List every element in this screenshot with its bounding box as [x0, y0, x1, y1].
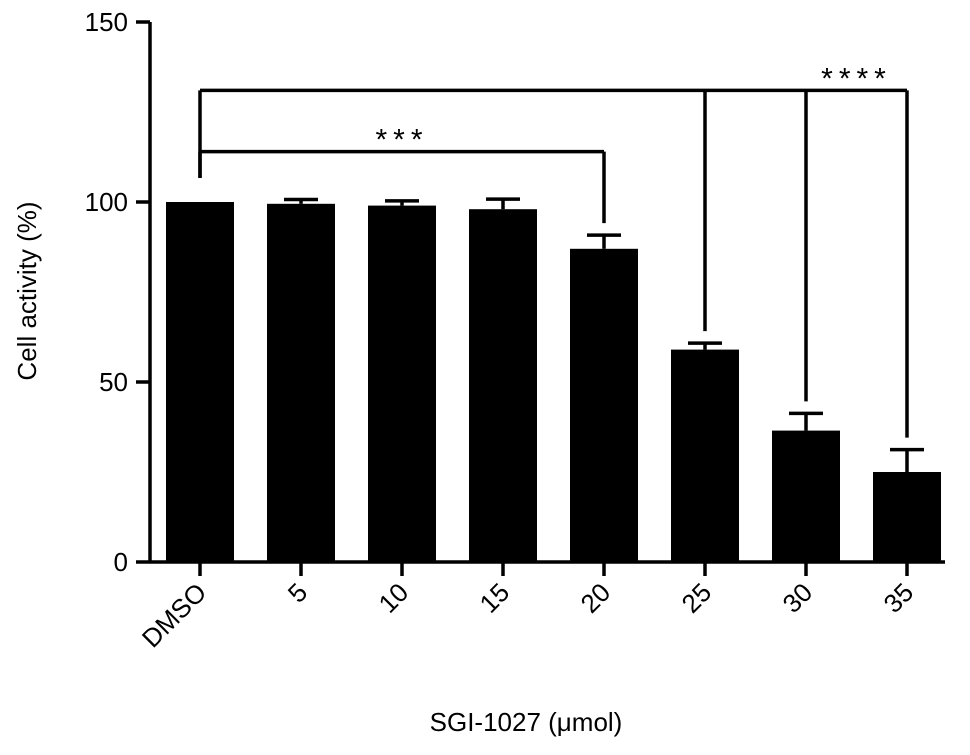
y-tick-label: 50 [99, 367, 128, 397]
significance-label: *** [375, 124, 428, 157]
y-axis: 0 50 100 150 [85, 7, 152, 577]
x-tick-label: 20 [575, 577, 617, 619]
x-axis-title: SGI-1027 (μmol) [430, 707, 623, 737]
x-tick-label: 25 [676, 577, 718, 619]
x-tick-label: 35 [878, 577, 920, 619]
x-tick-label: DMSO [136, 577, 212, 653]
x-tick-label: 5 [282, 577, 313, 608]
bar-25 [671, 349, 739, 562]
y-tick-label: 0 [114, 547, 128, 577]
bars-group [166, 202, 941, 563]
y-axis-title: Cell activity (%) [12, 201, 42, 380]
bar-30 [772, 430, 840, 562]
y-tick-label: 150 [85, 7, 128, 37]
x-axis: DMSO 5 10 15 20 25 30 35 [136, 560, 945, 653]
error-bars-group [284, 197, 924, 472]
y-tick-label: 100 [85, 187, 128, 217]
significance-label: **** [821, 62, 892, 95]
bar-DMSO [166, 202, 234, 562]
significance-brackets: ******* [198, 62, 909, 438]
bar-10 [368, 205, 436, 562]
x-tick-label: 10 [373, 577, 415, 619]
x-tick-label: 15 [474, 577, 516, 619]
bar-5 [267, 203, 335, 563]
bar-20 [570, 248, 638, 563]
bar-35 [873, 472, 941, 562]
bar-15 [469, 209, 537, 562]
x-tick-label: 30 [777, 577, 819, 619]
